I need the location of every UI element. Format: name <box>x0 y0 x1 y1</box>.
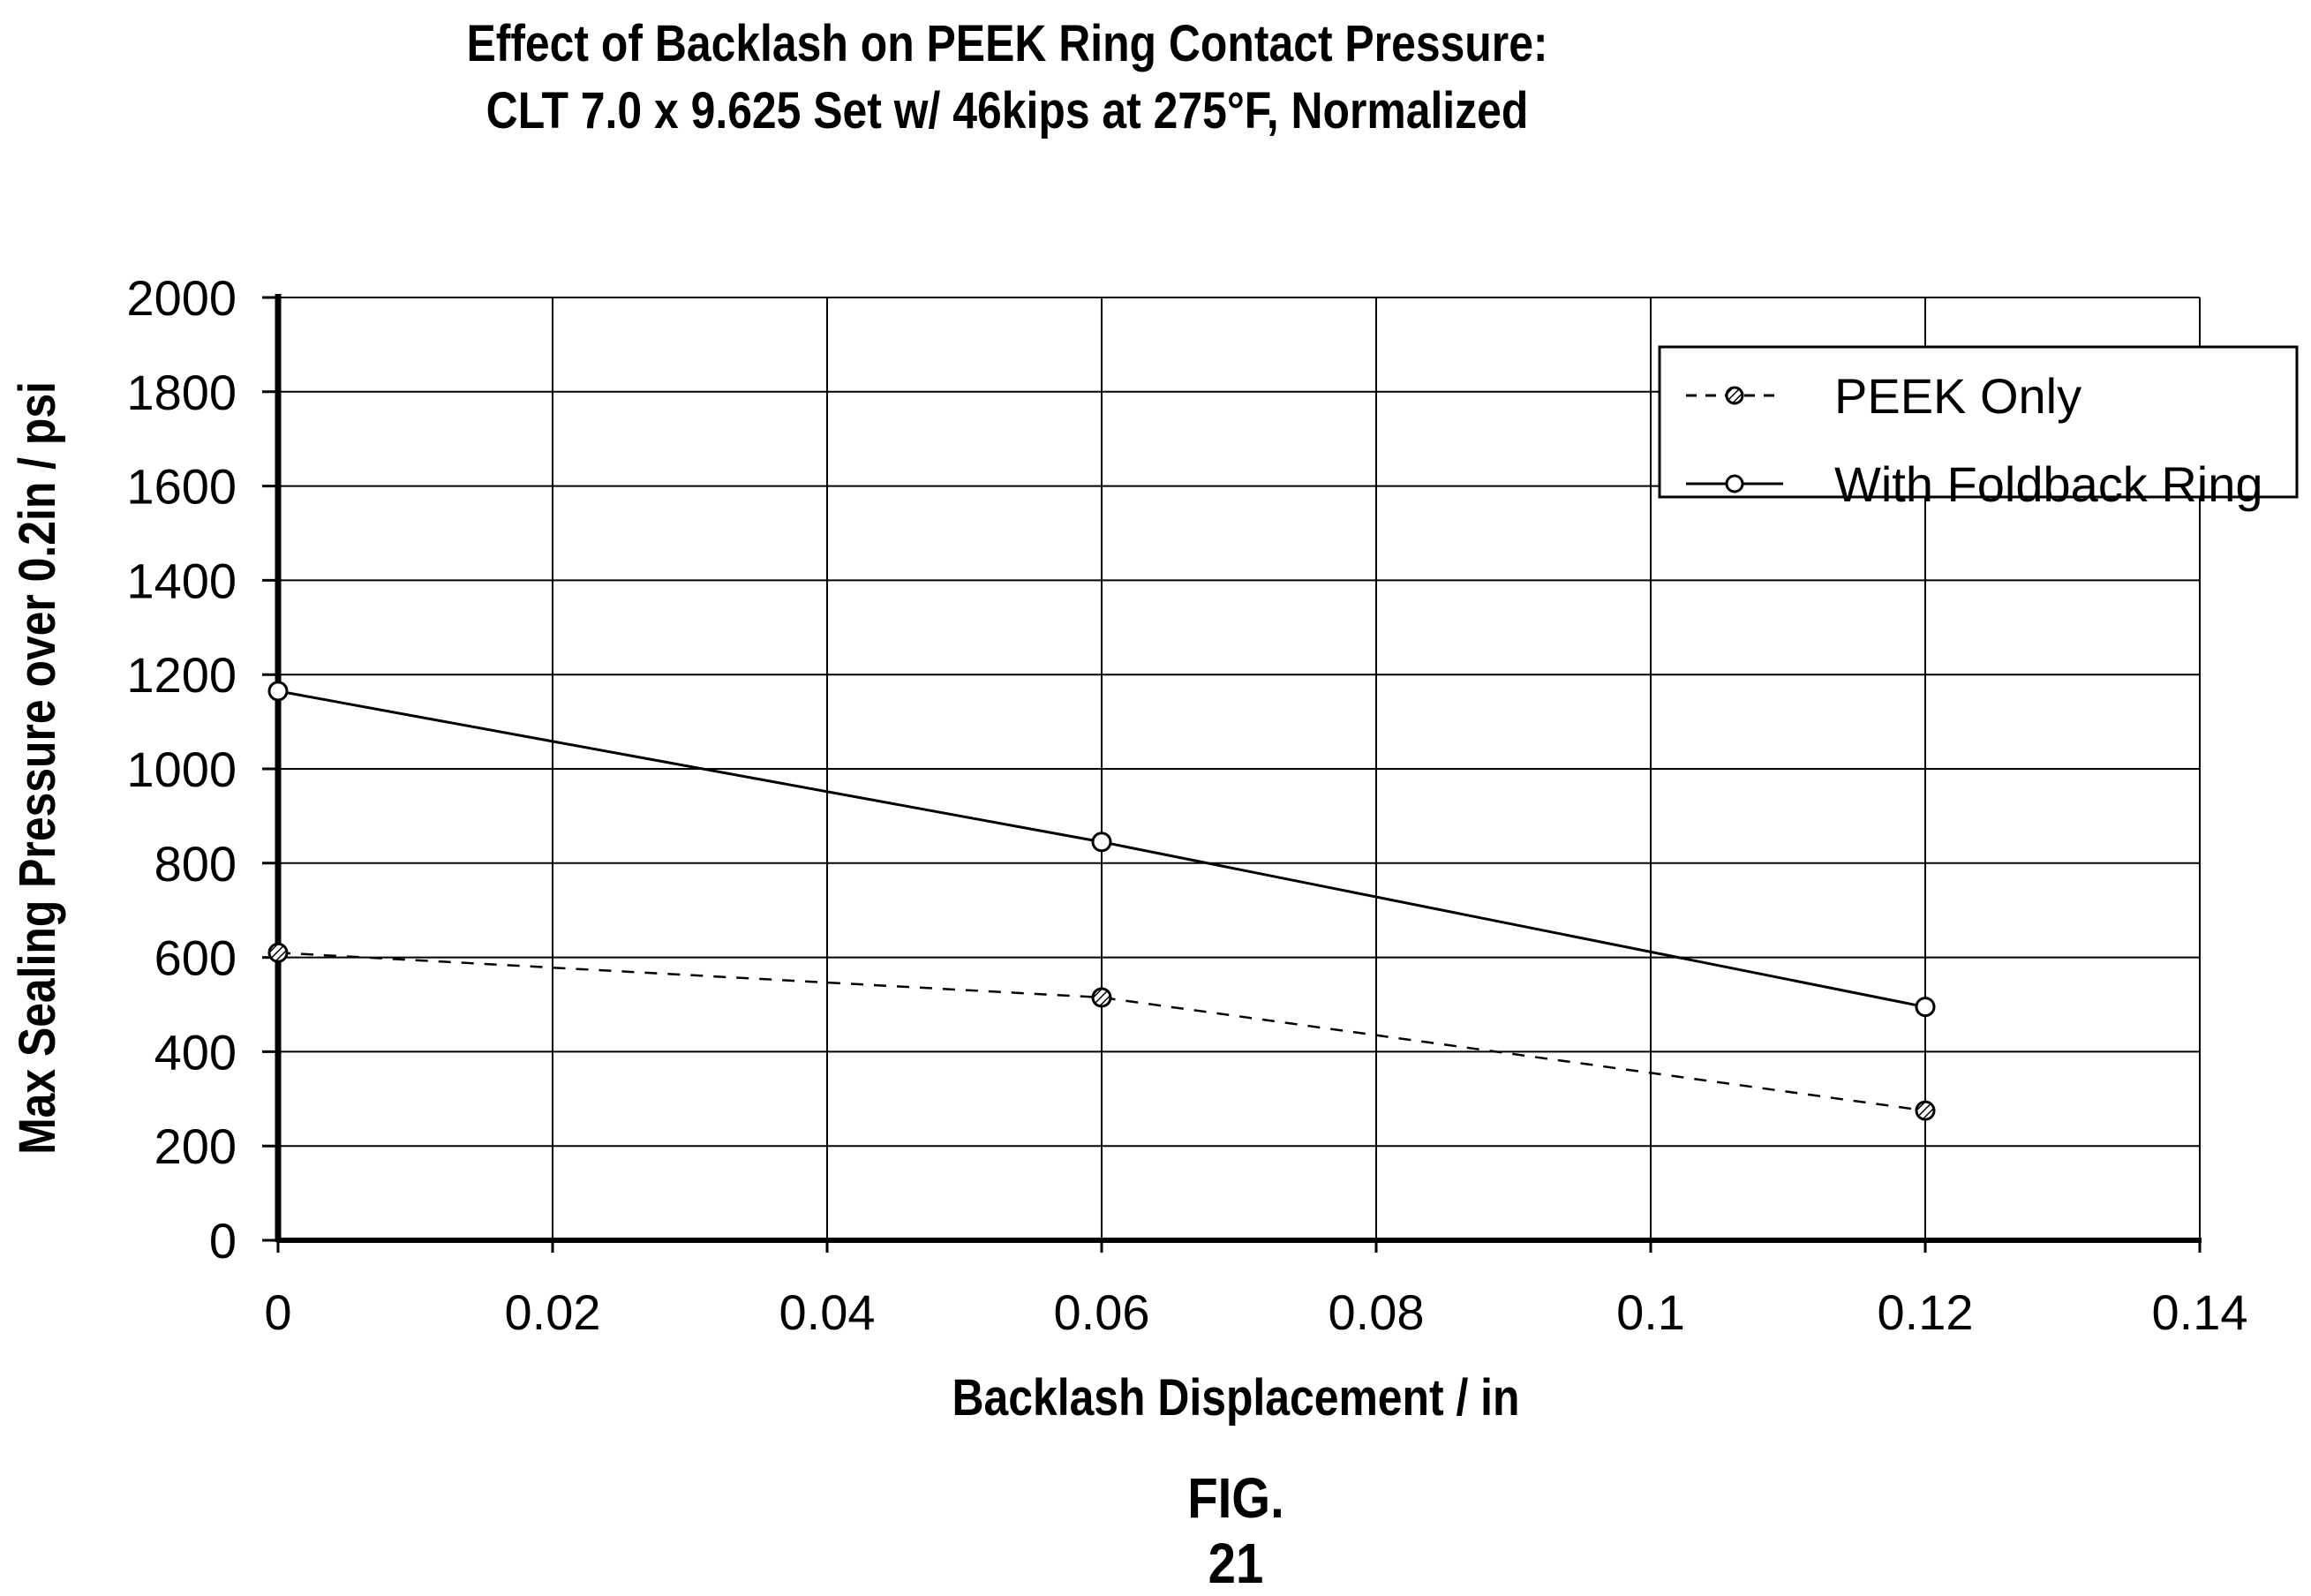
y-tick-label: 2000 <box>126 270 237 326</box>
y-tick-label: 1800 <box>126 365 237 420</box>
x-tick-label: 0.08 <box>1329 1284 1425 1340</box>
data-point <box>1091 832 1112 853</box>
y-tick-label: 600 <box>154 930 237 986</box>
legend-entry: With Foldback Ring <box>1686 456 2263 512</box>
series-line <box>277 952 1926 1112</box>
x-tick-label: 0.12 <box>1878 1284 1974 1340</box>
legend-box <box>1658 345 2299 499</box>
tick-labels: 0 0.02 0.04 0.06 0.08 0.1 0.12 0.14 0 200 400 600 80… <box>126 270 2247 1340</box>
y-tick-label: 400 <box>154 1024 237 1080</box>
data-point <box>1915 1100 1936 1121</box>
y-tick-label: 1400 <box>126 553 237 608</box>
series-1 <box>267 942 1936 1121</box>
legend-label: With Foldback Ring <box>1834 456 2263 512</box>
chart-title: Effect of Backlash on PEEK Ring Contact … <box>466 15 1548 72</box>
x-axis-label: Backlash Displacement / in <box>952 1370 1520 1427</box>
chart-subtitle: CLT 7.0 x 9.625 Set w/ 46kips at 275°F, … <box>486 82 1529 139</box>
chart-title-block: Effect of Backlash on PEEK Ring Contact … <box>141 11 1874 145</box>
axes <box>262 294 2202 1253</box>
data-point <box>267 681 289 702</box>
y-tick-label: 1000 <box>126 742 237 797</box>
y-tick-label: 1200 <box>126 647 237 703</box>
figure-label: FIG. 21 <box>1187 1466 1284 1595</box>
y-tick-label: 800 <box>154 836 237 892</box>
x-tick-label: 0.1 <box>1616 1284 1685 1340</box>
y-tick-label: 200 <box>154 1118 237 1174</box>
y-tick-label: 1600 <box>126 459 237 515</box>
legend-marker <box>1725 474 1744 493</box>
data-point <box>1915 997 1936 1018</box>
data-point <box>267 942 289 963</box>
x-tick-label: 0.14 <box>2152 1284 2248 1340</box>
data-point <box>1091 987 1112 1008</box>
line-chart: 0 0.02 0.04 0.06 0.08 0.1 0.12 0.14 0 200 400 600 80… <box>10 270 2299 1427</box>
series <box>267 681 1936 1121</box>
x-tick-label: 0.02 <box>505 1284 601 1340</box>
x-tick-label: 0.06 <box>1054 1284 1150 1340</box>
series-2 <box>267 681 1936 1018</box>
y-tick-label: 0 <box>209 1213 237 1269</box>
legend-label: PEEK Only <box>1834 368 2081 424</box>
x-tick-label: 0.04 <box>779 1284 876 1340</box>
legend-marker <box>1725 386 1744 405</box>
legend-entry: PEEK Only <box>1686 368 2081 424</box>
legend: PEEK Only With Foldback Ring <box>1658 345 2299 512</box>
x-tick-label: 0 <box>264 1284 291 1340</box>
y-axis-label: Max Sealing Pressure over 0.2in / psi <box>10 381 66 1155</box>
